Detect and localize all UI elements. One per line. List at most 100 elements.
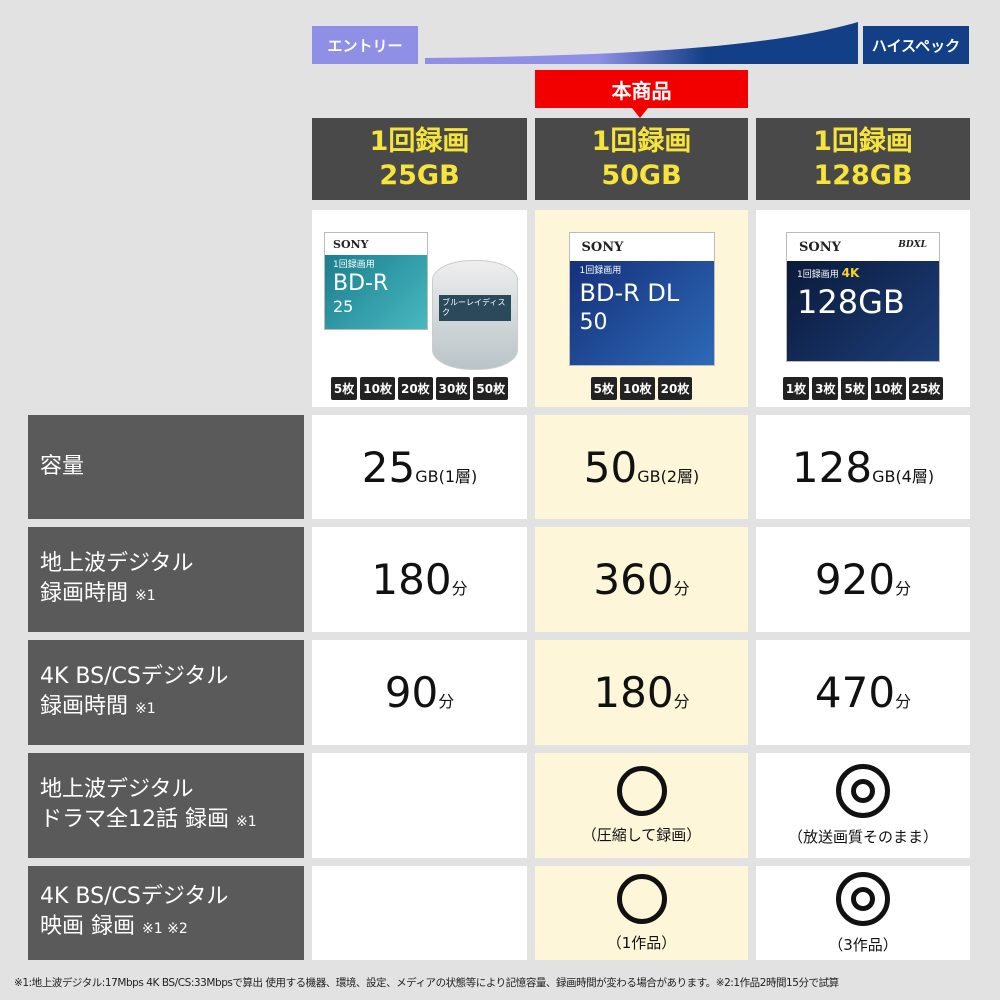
package-image: SONY 1回録画用 BD-R DL 50 (568, 232, 715, 366)
table-cell: （1作品） (535, 866, 748, 960)
pack-chip[interactable]: 50枚 (473, 377, 509, 400)
4k-badge: 4K (841, 266, 860, 280)
pack-chip[interactable]: 10枚 (870, 377, 906, 400)
package-image: SONY 1回録画用 BD-R 25 (324, 232, 428, 330)
value-number: 180 (593, 668, 674, 717)
product-header-25gb: 1回録画 25GB (312, 118, 527, 200)
cell-value: 180分 (371, 555, 467, 604)
row-label-line2-wrap: 録画時間 ※1 (40, 692, 304, 724)
row-label: 4K BS/CSデジタル 映画 録画 ※1 ※2 (28, 866, 304, 960)
table-cell (312, 753, 527, 858)
circle-mark-icon (616, 766, 667, 816)
spec-gradient-bar (425, 22, 858, 64)
cell-value: 920分 (815, 555, 911, 604)
value-number: 360 (593, 555, 674, 604)
row-label: 地上波デジタル 録画時間 ※1 (28, 527, 304, 632)
table-cell: 470分 (756, 640, 970, 745)
row-label-line2: ドラマ全12話 録画 (40, 806, 229, 832)
table-cell: 128GB(4層) (756, 415, 970, 519)
pack-chip[interactable]: 5枚 (590, 377, 617, 400)
row-label-line1: 地上波デジタル (40, 550, 194, 576)
row-label-line1: 4K BS/CSデジタル (40, 884, 229, 909)
double-circle-mark-icon (836, 871, 890, 926)
package-capacity: 25 (333, 297, 354, 316)
table-cell: 180分 (535, 640, 748, 745)
cell-value: 470分 (815, 668, 911, 717)
pack-chip[interactable]: 3枚 (812, 377, 839, 400)
value-number: 90 (384, 668, 439, 717)
pack-chip[interactable]: 5枚 (330, 377, 358, 400)
product-header-128gb: 1回録画 128GB (756, 118, 970, 200)
footnote: ※1:地上波デジタル:17Mbps 4K BS/CS:33Mbpsで算出 使用す… (14, 977, 839, 989)
package-text: 1回録画用 (579, 266, 622, 276)
header-line1: 1回録画 (369, 126, 470, 157)
value-unit: 分 (895, 692, 912, 711)
table-cell: （3作品） (756, 866, 970, 960)
package-name: BD-R DL (579, 279, 680, 307)
brand-logo: SONY (325, 233, 427, 255)
cell-value: 360分 (593, 555, 689, 604)
value-number: 128 (791, 442, 873, 492)
cell-value: 50GB(2層) (584, 443, 700, 492)
cell-value: 90分 (385, 668, 454, 717)
value-number: 50 (583, 442, 638, 492)
row-label-line2: 映画 録画 (40, 914, 135, 939)
double-circle-mark-icon (836, 764, 890, 818)
cell-note: （圧縮して録画） (581, 826, 702, 844)
cell-note: （3作品） (828, 935, 898, 954)
row-label-line2: 録画時間 (40, 693, 129, 719)
pack-options: 1枚 3枚 5枚 10枚 25枚 (756, 377, 970, 400)
pack-options: 5枚 10枚 20枚 (535, 377, 748, 400)
table-cell: （放送画質そのまま） (756, 753, 970, 858)
row-note: ※1 (236, 813, 257, 830)
cell-value: 128GB(4層) (792, 443, 934, 492)
pack-chip[interactable]: 25枚 (908, 377, 944, 400)
package-text: 1回録画用 (797, 270, 839, 280)
table-cell: 90分 (312, 640, 527, 745)
row-label: 4K BS/CSデジタル 録画時間 ※1 (28, 640, 304, 745)
circle-mark-icon (616, 873, 667, 924)
pack-chip[interactable]: 5枚 (841, 377, 868, 400)
value-number: 470 (814, 668, 896, 717)
spindle-image: ブルーレイディスク (432, 260, 518, 370)
high-spec-tier-label: ハイスペック (863, 26, 969, 64)
table-cell: 360分 (535, 527, 748, 632)
pack-chip[interactable]: 20枚 (657, 377, 693, 400)
header-line1: 1回録画 (813, 126, 913, 157)
product-image-50gb: SONY 1回録画用 BD-R DL 50 5枚 10枚 20枚 (535, 210, 748, 407)
value-number: 25 (361, 442, 416, 492)
package-name: BD-R (333, 271, 389, 296)
product-header-50gb: 1回録画 50GB (535, 118, 748, 200)
table-cell: 25GB(1層) (312, 415, 527, 519)
table-cell: 50GB(2層) (535, 415, 748, 519)
package-text: 1回録画用 (333, 260, 375, 270)
row-note: ※1 (135, 587, 156, 604)
brand-logo: SONY (569, 233, 714, 261)
table-cell (312, 866, 527, 960)
cell-note: （放送画質そのまま） (787, 828, 938, 846)
spindle-label: ブルーレイディスク (439, 295, 511, 321)
header-line2: 50GB (601, 160, 682, 191)
row-label-line2-wrap: 映画 録画 ※1 ※2 (40, 912, 304, 944)
value-unit: 分 (895, 579, 912, 598)
cell-note: （1作品） (606, 933, 677, 952)
value-number: 920 (814, 555, 896, 604)
row-label-line2: 録画時間 (40, 580, 129, 606)
pack-chip[interactable]: 30枚 (435, 377, 471, 400)
value-unit: 分 (438, 692, 455, 711)
table-cell: 180分 (312, 527, 527, 632)
value-number: 180 (371, 555, 452, 604)
package-image: SONY BDXL 1回録画用 4K 128GB (786, 232, 940, 362)
row-note: ※1 ※2 (142, 921, 188, 937)
pack-chip[interactable]: 1枚 (782, 377, 810, 400)
row-label-line1: 4K BS/CSデジタル (40, 663, 229, 689)
pack-chip[interactable]: 10枚 (360, 377, 395, 400)
pack-chip[interactable]: 10枚 (619, 377, 655, 400)
pack-chip[interactable]: 20枚 (397, 377, 433, 400)
bdxl-logo: BDXL (898, 240, 927, 250)
value-unit: 分 (451, 579, 468, 598)
value-unit: GB(4層) (872, 466, 935, 486)
row-label: 地上波デジタル ドラマ全12話 録画 ※1 (28, 753, 304, 858)
row-note: ※1 (135, 700, 156, 717)
row-label-line2-wrap: 録画時間 ※1 (40, 579, 304, 611)
